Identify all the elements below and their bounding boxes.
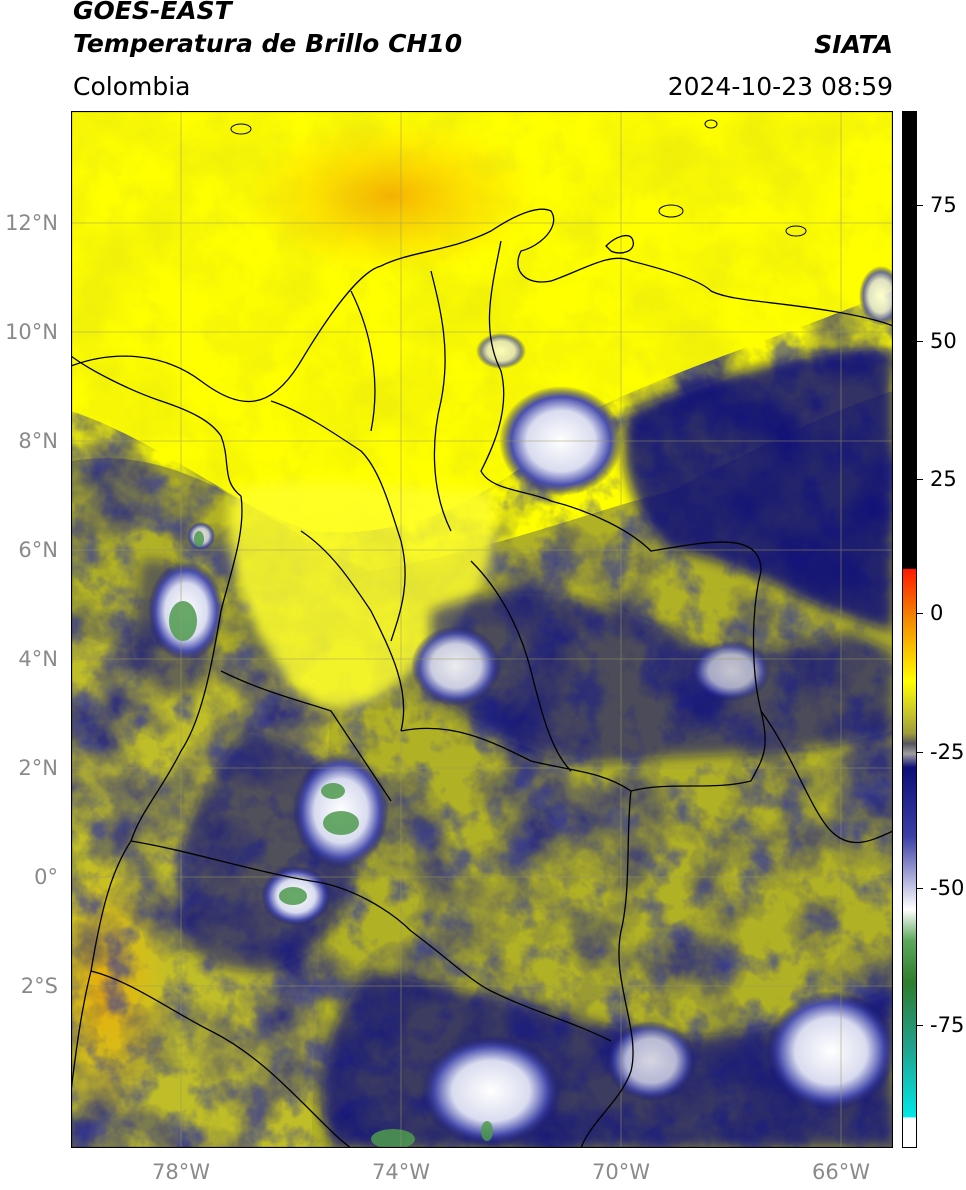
temperature-colorbar: [902, 111, 917, 1148]
borders: [71, 208, 893, 1148]
lat-label: 4°N: [18, 647, 58, 671]
timestamp-label: 2024-10-23 08:59: [667, 72, 893, 101]
colorbar-tick-label: 75: [930, 193, 957, 217]
lat-label: 12°N: [5, 211, 58, 235]
colorbar-tick-label: -25: [930, 740, 965, 764]
graticule: [71, 111, 893, 1148]
colorbar-tick-label: 50: [930, 329, 957, 353]
cold-cloud-tops: [148, 266, 893, 1146]
lat-label: 2°S: [20, 974, 58, 998]
lat-label: 8°N: [18, 429, 58, 453]
colorbar-tick-label: 0: [930, 601, 944, 625]
lon-label: 78°W: [152, 1160, 210, 1184]
lon-label: 70°W: [592, 1160, 650, 1184]
lat-label: 2°N: [18, 756, 58, 780]
satellite-title: GOES-EAST: [73, 0, 232, 25]
colorbar-tick-label: -75: [930, 1013, 965, 1037]
lat-label: 10°N: [5, 320, 58, 344]
colorbar-tick-label: 25: [930, 467, 957, 491]
region-label: Colombia: [73, 72, 191, 101]
agency-label: SIATA: [814, 30, 893, 59]
brightness-temperature-map: [71, 111, 893, 1148]
lat-label: 0°: [34, 865, 58, 889]
colorbar-tick-label: -50: [930, 876, 965, 900]
lon-label: 66°W: [812, 1160, 870, 1184]
coldest-cores: [169, 531, 493, 1148]
lon-label: 74°W: [372, 1160, 430, 1184]
lat-label: 6°N: [18, 538, 58, 562]
product-title: Temperatura de Brillo CH10: [73, 29, 463, 58]
